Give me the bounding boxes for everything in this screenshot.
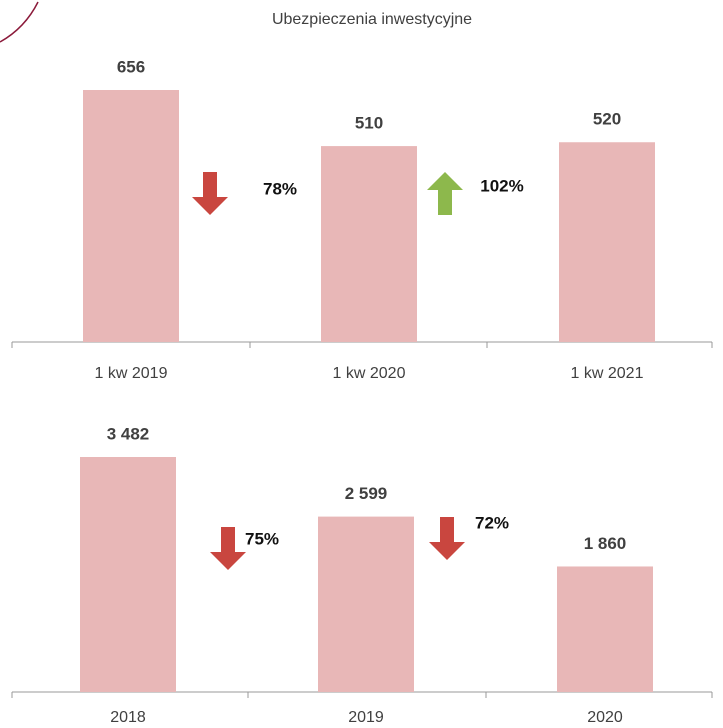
bar [318,516,414,692]
value-label: 510 [355,114,383,133]
bar [80,457,176,692]
x-tick-label: 1 kw 2019 [95,365,168,382]
value-label: 656 [117,57,145,76]
annotation: 102% [480,176,523,195]
x-tick-label: 2020 [587,709,623,726]
annotation: 72% [475,513,509,532]
arrow [429,517,465,560]
arrow [192,172,228,215]
annotation: 75% [245,529,279,548]
x-tick-label: 2018 [110,709,146,726]
value-label: 520 [593,110,621,129]
x-tick-label: 1 kw 2020 [333,365,406,382]
chart-title: Ubezpieczenia inwestycyjne [272,11,472,28]
arrow [427,172,463,215]
x-tick-label: 2019 [348,709,384,726]
arrow [210,527,246,570]
bar [559,142,655,342]
annotation: 78% [263,179,297,198]
decor-curve [0,1,39,43]
bar [557,566,653,692]
value-label: 2 599 [345,484,388,503]
bar [83,90,179,342]
x-tick-label: 1 kw 2021 [571,365,644,382]
value-label: 1 860 [584,534,627,553]
value-label: 3 482 [107,424,150,443]
bar [321,146,417,342]
